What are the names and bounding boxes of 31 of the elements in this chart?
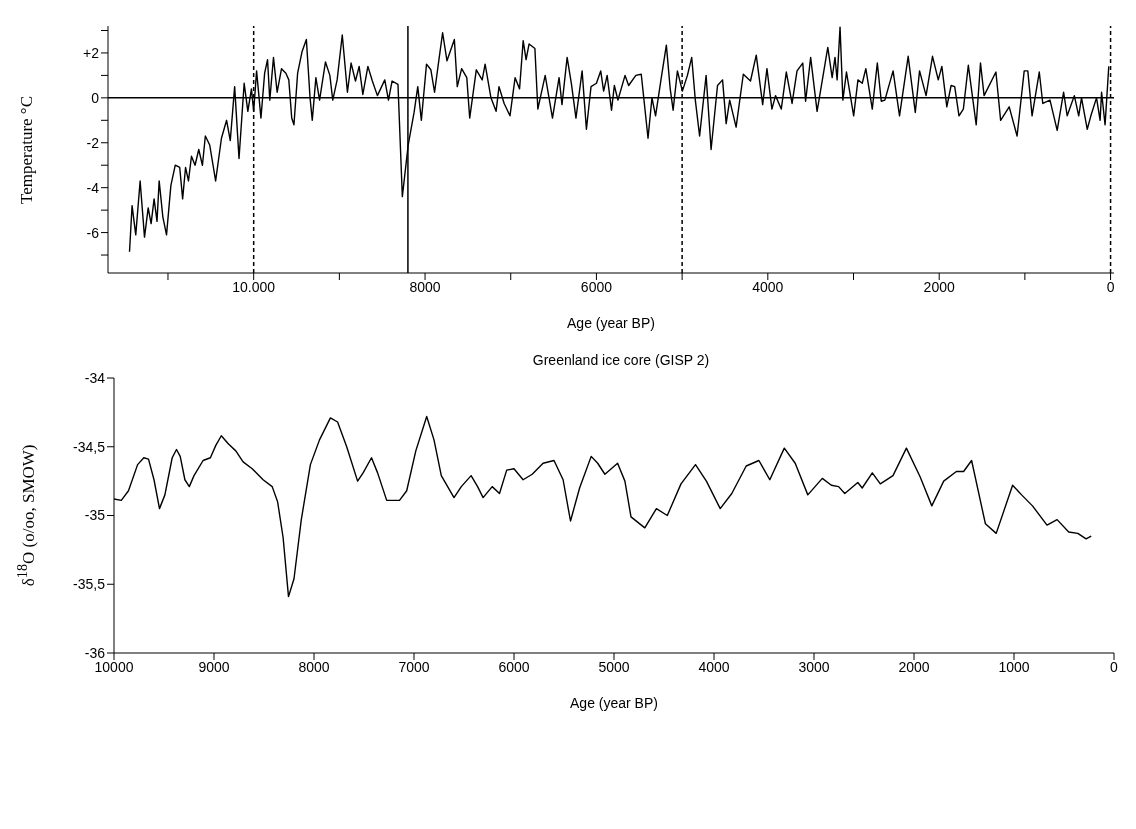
y-tick-label: 0 (91, 89, 100, 106)
x-tick-label: 5000 (598, 658, 630, 675)
chart-title: Greenland ice core (GISP 2) (531, 352, 711, 368)
x-tick-label: 4000 (698, 658, 730, 675)
y-axis-title: Temperature °C (17, 95, 37, 204)
x-tick-label: 8000 (298, 658, 330, 675)
y-tick-label: -34,5 (73, 438, 106, 455)
y-tick-label: -2 (86, 134, 100, 151)
y-tick-label: -4 (86, 179, 100, 196)
x-tick-label: 4000 (752, 278, 784, 295)
x-tick-label: 6000 (498, 658, 530, 675)
x-tick-label: 1000 (998, 658, 1030, 675)
x-tick-label: 2000 (923, 278, 955, 295)
y-tick-label: -36 (84, 644, 106, 661)
y-tick-label: -35,5 (73, 576, 106, 593)
x-axis-title: Age (year BP) (570, 695, 658, 711)
x-tick-label: 9000 (198, 658, 230, 675)
y-tick-label: -34 (84, 369, 106, 386)
x-tick-label: 0 (1106, 278, 1115, 295)
x-tick-label: 6000 (580, 278, 613, 295)
x-tick-label: 10000 (94, 658, 134, 675)
x-tick-label: 8000 (409, 278, 441, 295)
y-tick-label: -6 (86, 224, 100, 241)
y-tick-label: -35 (84, 507, 106, 524)
x-axis-title: Age (year BP) (567, 315, 655, 331)
x-tick-label: 3000 (798, 658, 830, 675)
x-tick-label: 2000 (898, 658, 930, 675)
x-tick-label: 0 (1110, 658, 1119, 675)
y-tick-label: +2 (83, 44, 100, 61)
x-tick-label: 10.000 (232, 278, 276, 295)
x-tick-label: 7000 (398, 658, 430, 675)
